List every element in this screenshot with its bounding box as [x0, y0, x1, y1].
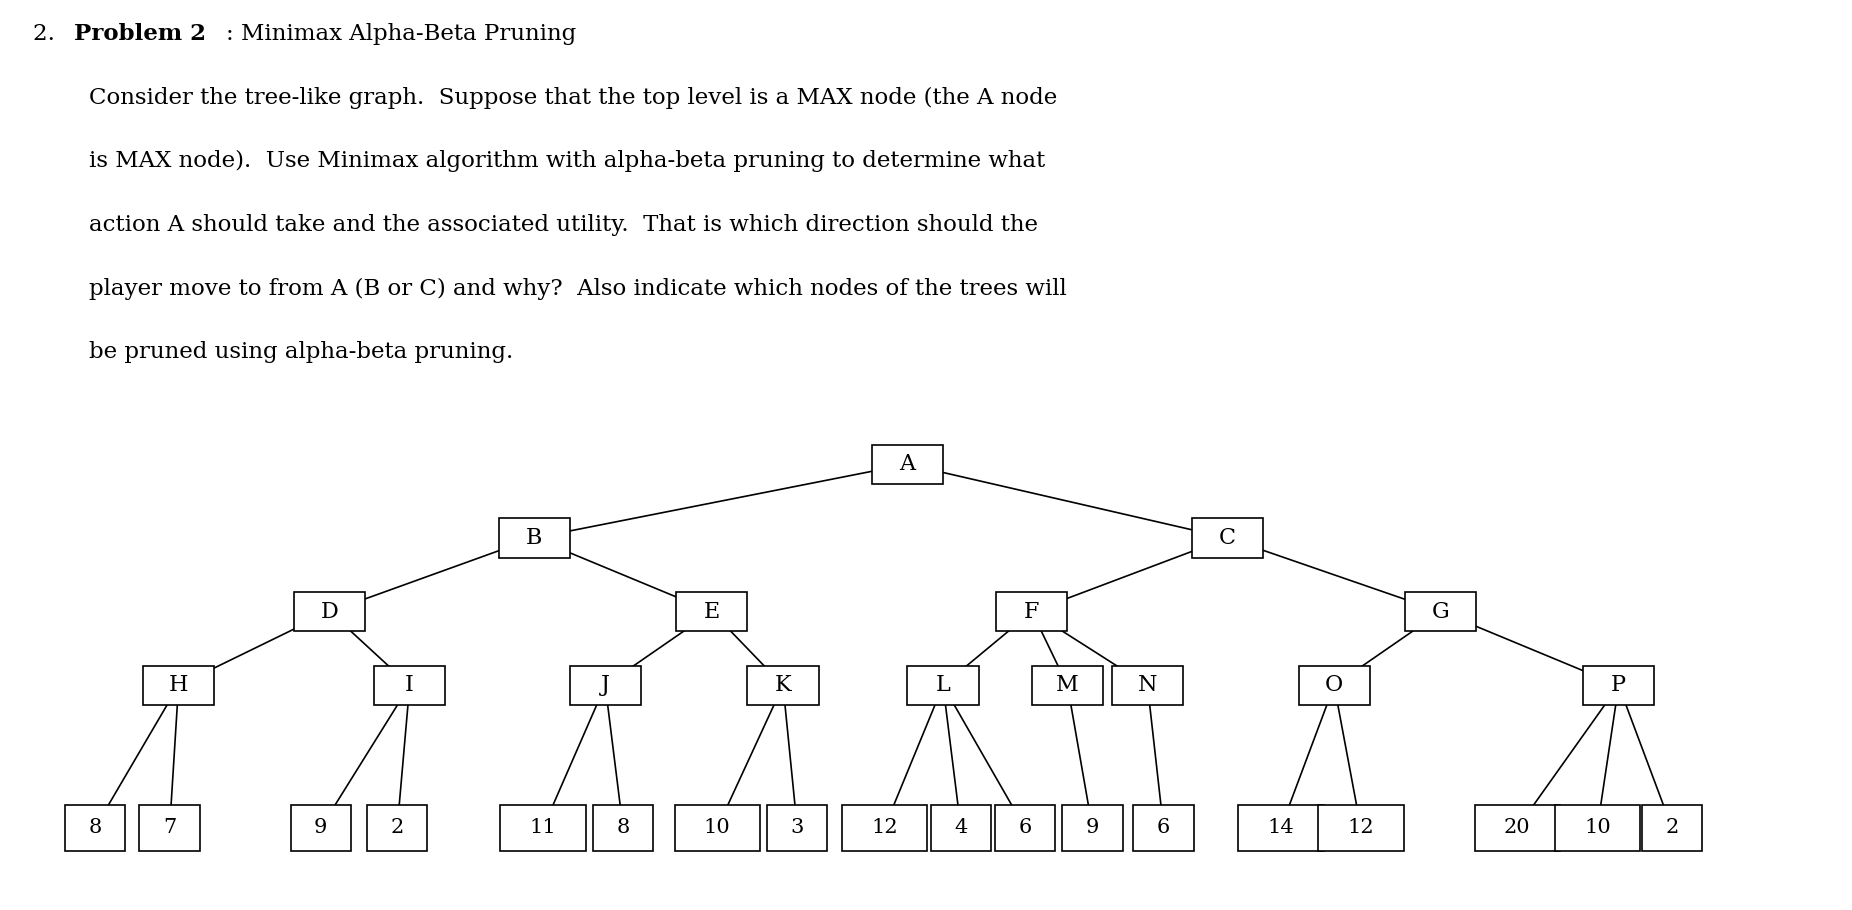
Text: Problem 2: Problem 2 — [74, 23, 206, 45]
Text: N: N — [1137, 674, 1158, 696]
Bar — [1111, 666, 1183, 705]
Text: L: L — [935, 674, 950, 696]
Bar — [841, 804, 928, 851]
Bar — [995, 804, 1056, 851]
Bar — [1583, 666, 1654, 705]
Text: 7: 7 — [163, 818, 176, 837]
Text: 12: 12 — [870, 818, 898, 837]
Bar — [498, 519, 570, 558]
Text: P: P — [1611, 674, 1626, 696]
Text: 11: 11 — [530, 818, 556, 837]
Bar — [930, 804, 991, 851]
Text: K: K — [774, 674, 791, 696]
Text: E: E — [704, 601, 720, 622]
Bar — [1554, 804, 1641, 851]
Bar — [872, 445, 943, 484]
Text: : Minimax Alpha-Beta Pruning: : Minimax Alpha-Beta Pruning — [226, 23, 576, 45]
Text: be pruned using alpha-beta pruning.: be pruned using alpha-beta pruning. — [89, 341, 513, 363]
Text: C: C — [1219, 527, 1235, 549]
Bar — [500, 804, 585, 851]
Bar — [143, 666, 215, 705]
Bar — [1406, 592, 1476, 632]
Text: 2: 2 — [391, 818, 404, 837]
Bar — [374, 666, 444, 705]
Text: 8: 8 — [89, 818, 102, 837]
Bar — [674, 804, 759, 851]
Bar — [593, 804, 654, 851]
Bar — [294, 592, 365, 632]
Bar — [996, 592, 1067, 632]
Bar — [139, 804, 200, 851]
Text: Consider the tree-like graph.  Suppose that the top level is a MAX node (the A n: Consider the tree-like graph. Suppose th… — [89, 86, 1057, 108]
Text: 9: 9 — [315, 818, 328, 837]
Text: 14: 14 — [1267, 818, 1295, 837]
Text: 10: 10 — [704, 818, 732, 837]
Bar — [748, 666, 819, 705]
Text: J: J — [600, 674, 609, 696]
Text: 8: 8 — [617, 818, 630, 837]
Bar — [676, 592, 748, 632]
Text: 9: 9 — [1085, 818, 1098, 837]
Text: 4: 4 — [954, 818, 967, 837]
Bar — [291, 804, 352, 851]
Bar — [1133, 804, 1195, 851]
Text: 3: 3 — [791, 818, 804, 837]
Bar — [1063, 804, 1122, 851]
Text: 6: 6 — [1158, 818, 1170, 837]
Bar — [907, 666, 978, 705]
Bar — [1193, 519, 1263, 558]
Text: is MAX node).  Use Minimax algorithm with alpha-beta pruning to determine what: is MAX node). Use Minimax algorithm with… — [89, 150, 1045, 172]
Bar — [767, 804, 828, 851]
Text: H: H — [169, 674, 189, 696]
Bar — [1032, 666, 1104, 705]
Text: B: B — [526, 527, 543, 549]
Text: M: M — [1056, 674, 1080, 696]
Text: 10: 10 — [1583, 818, 1611, 837]
Text: A: A — [900, 453, 915, 475]
Bar — [1298, 666, 1370, 705]
Bar — [367, 804, 428, 851]
Bar — [65, 804, 126, 851]
Text: player move to from A (B or C) and why?  Also indicate which nodes of the trees : player move to from A (B or C) and why? … — [89, 278, 1067, 299]
Text: O: O — [1324, 674, 1343, 696]
Text: G: G — [1432, 601, 1450, 622]
Bar — [1474, 804, 1559, 851]
Bar — [1641, 804, 1702, 851]
Text: 2.: 2. — [33, 23, 67, 45]
Text: 2: 2 — [1665, 818, 1678, 837]
Bar — [570, 666, 641, 705]
Text: D: D — [320, 601, 339, 622]
Text: 6: 6 — [1019, 818, 1032, 837]
Text: F: F — [1024, 601, 1039, 622]
Text: I: I — [406, 674, 415, 696]
Text: 12: 12 — [1348, 818, 1374, 837]
Bar — [1239, 804, 1324, 851]
Text: 20: 20 — [1504, 818, 1530, 837]
Bar — [1319, 804, 1404, 851]
Text: action A should take and the associated utility.  That is which direction should: action A should take and the associated … — [89, 214, 1037, 236]
